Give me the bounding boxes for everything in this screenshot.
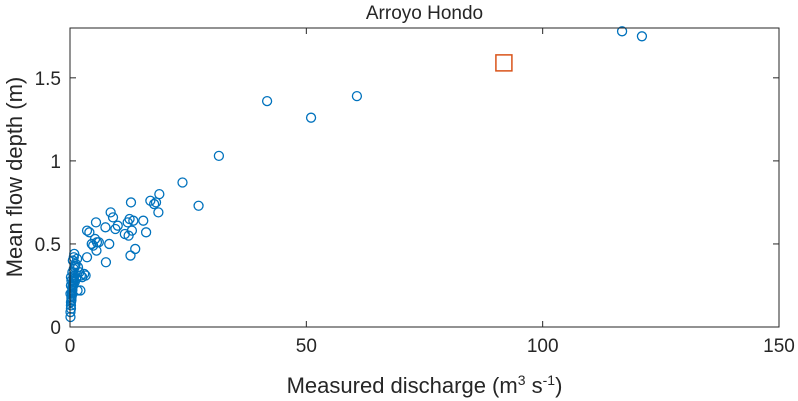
data-point (80, 270, 91, 281)
data-point (65, 300, 77, 311)
data-point (636, 31, 648, 42)
data-point (351, 90, 363, 102)
data-point (100, 222, 111, 233)
x-axis-ticks: 0 50 100 150 (65, 28, 795, 357)
data-point (177, 177, 188, 188)
data-point (65, 303, 77, 314)
x-axis-label-mid: s (526, 373, 543, 398)
y-tick-label: 0 (50, 318, 61, 339)
data-point (90, 217, 102, 228)
data-point (148, 198, 160, 210)
x-axis-label-main: Measured discharge (m (287, 373, 518, 398)
data-point (138, 215, 149, 226)
data-point (261, 95, 273, 107)
data-point (130, 243, 141, 255)
highlight-point (495, 54, 513, 72)
data-point (140, 227, 152, 238)
data-point (125, 197, 137, 208)
x-tick-label: 50 (296, 336, 317, 357)
data-point (107, 212, 119, 223)
data-point (193, 200, 204, 211)
data-points (65, 26, 648, 323)
x-axis-label-sup2: -1 (543, 372, 556, 388)
data-point (79, 268, 90, 279)
y-tick-label: 0.5 (35, 235, 61, 256)
data-point (93, 237, 104, 248)
data-point (213, 150, 225, 162)
y-tick-label: 1 (50, 152, 61, 173)
plot-area (70, 28, 779, 327)
data-point (126, 225, 138, 236)
data-point (154, 188, 165, 200)
data-point (125, 250, 136, 261)
data-point (305, 112, 317, 123)
x-axis-label-sup1: 3 (518, 372, 526, 388)
data-point (153, 207, 164, 218)
data-point (81, 225, 93, 236)
data-point (128, 215, 139, 226)
data-point (616, 26, 628, 37)
data-point (105, 207, 116, 218)
data-point (84, 227, 95, 238)
data-point (100, 257, 112, 268)
data-point (75, 285, 86, 296)
chart-title: Arroyo Hondo (366, 3, 483, 24)
data-point (72, 285, 83, 296)
y-axis-ticks: 0 0.5 1 1.5 (35, 69, 779, 339)
x-tick-label: 0 (65, 336, 76, 357)
data-point (110, 223, 121, 235)
x-tick-label: 100 (527, 336, 559, 357)
plot-frame (69, 27, 780, 328)
data-point (81, 252, 93, 263)
y-tick-label: 1.5 (35, 69, 61, 90)
data-point (70, 258, 81, 270)
data-point (112, 220, 123, 231)
x-tick-label: 150 (763, 336, 795, 357)
y-axis-label: Mean flow depth (m) (2, 77, 27, 278)
x-axis-label-end: ) (555, 373, 562, 398)
data-point (104, 238, 115, 250)
x-axis-label: Measured discharge (m3 s-1) (287, 372, 563, 398)
